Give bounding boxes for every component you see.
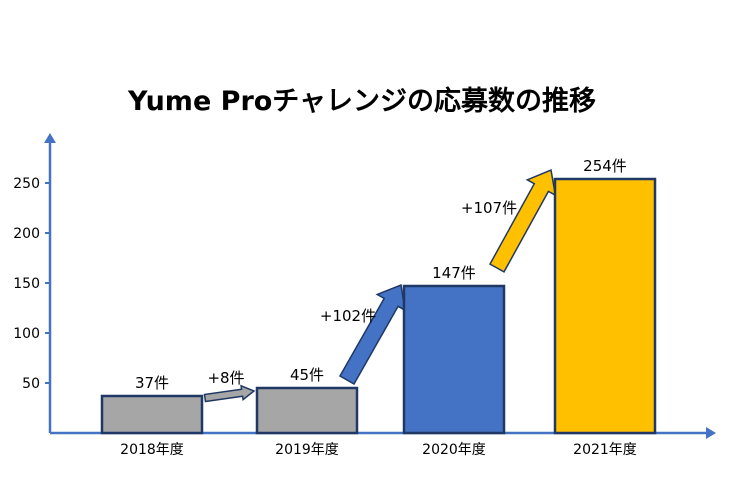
increase-arrow xyxy=(203,384,256,403)
x-tick-label: 2021年度 xyxy=(573,442,637,458)
bar xyxy=(402,284,506,435)
increase-arrows xyxy=(203,168,557,403)
increase-arrow xyxy=(338,283,406,386)
y-tick-label: 100 xyxy=(13,326,40,342)
increase-arrow xyxy=(488,168,557,273)
bars xyxy=(100,177,657,435)
labels: 37件 2018年度 45件 2019年度 147件 2020年度 254件 2021年度 +8… xyxy=(120,157,637,458)
bar-data-label: 37件 xyxy=(135,374,169,392)
y-tick-label: 250 xyxy=(13,176,40,192)
y-axis-arrowhead xyxy=(44,133,56,143)
increase-label: +8件 xyxy=(207,369,244,387)
bar-data-label: 254件 xyxy=(583,157,627,175)
chart-title: Yume Proチャレンジの応募数の推移 xyxy=(127,85,596,117)
bar-data-label: 45件 xyxy=(290,366,324,384)
increase-label: +102件 xyxy=(320,307,376,325)
x-tick-label: 2019年度 xyxy=(275,442,339,458)
y-tick-label: 200 xyxy=(13,226,40,242)
bar xyxy=(255,386,359,435)
bar xyxy=(100,394,204,435)
bar-data-label: 147件 xyxy=(432,264,476,282)
x-axis-arrowhead xyxy=(706,427,716,439)
x-tick-label: 2018年度 xyxy=(120,442,184,458)
bar xyxy=(553,177,657,435)
increase-label: +107件 xyxy=(461,199,517,217)
y-tick-label: 50 xyxy=(22,376,40,392)
y-tick-label: 150 xyxy=(13,276,40,292)
x-tick-label: 2020年度 xyxy=(422,442,486,458)
